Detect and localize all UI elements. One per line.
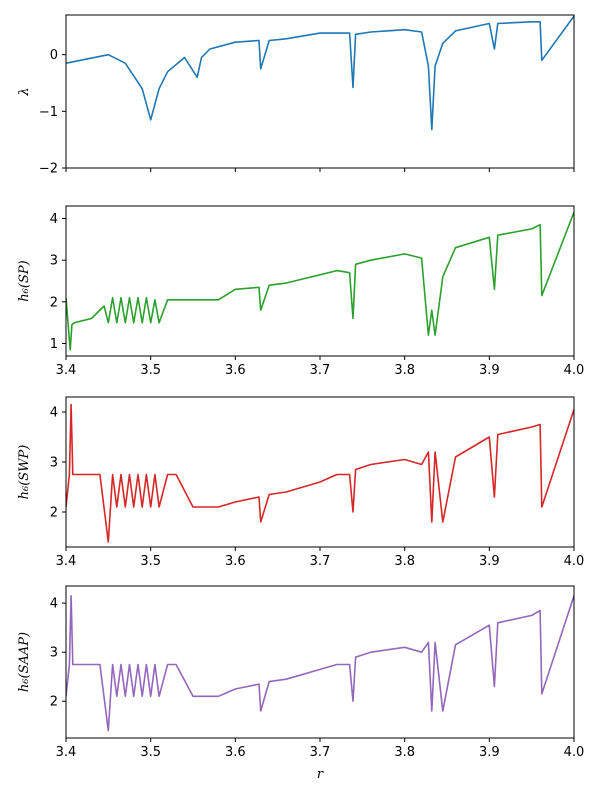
x-tick-label: 4.0: [564, 554, 585, 569]
x-axis-label: r: [317, 767, 324, 782]
y-axis-label: h₆(SWP): [17, 445, 32, 500]
series-line-1: [66, 15, 574, 131]
x-tick-label: 3.9: [479, 363, 500, 378]
x-tick-label: 3.9: [479, 745, 500, 760]
series-line-3: [66, 403, 574, 543]
series-line-4: [66, 594, 574, 732]
x-tick-label: 3.5: [140, 554, 161, 569]
y-tick-label: 1: [50, 337, 58, 352]
x-tick-label: 3.6: [225, 745, 246, 760]
chart-panel-3: 3.4 3.5 3.6 3.7 3.8 3.9 4.0 2 3 4 h₆(SWP): [17, 396, 585, 569]
y-tick-label: −2: [39, 162, 58, 177]
y-axis-label: h₆(SP): [17, 260, 32, 301]
x-tick-label: 3.8: [394, 363, 415, 378]
y-tick-label: 4: [50, 406, 58, 421]
y-tick-label: 3: [50, 646, 58, 661]
x-tick-label: 3.8: [394, 745, 415, 760]
x-tick-label: 3.7: [310, 554, 331, 569]
y-tick-label: 3: [50, 456, 58, 471]
x-tick-label: 3.8: [394, 554, 415, 569]
x-tick-label: 3.6: [225, 554, 246, 569]
y-axis-label: λ: [17, 87, 32, 96]
x-tick-label: 3.4: [56, 554, 77, 569]
x-tick-label: 3.5: [140, 745, 161, 760]
x-tick-label: 3.4: [56, 363, 77, 378]
x-tick-label: 3.9: [479, 554, 500, 569]
series-line-2: [66, 211, 574, 351]
chart-panel-1: −2 −1 0 λ: [17, 14, 575, 177]
x-tick-label: 3.6: [225, 363, 246, 378]
y-tick-label: 4: [50, 597, 58, 612]
y-tick-label: 2: [50, 506, 58, 521]
chart-panel-2: 3.4 3.5 3.6 3.7 3.8 3.9 4.0 1 2 3 4 h₆(SP): [17, 205, 585, 378]
y-tick-label: 4: [50, 212, 58, 227]
axes-frame: [65, 585, 575, 739]
x-tick-label: 4.0: [564, 745, 585, 760]
y-axis-label: h₆(SAAP): [17, 632, 32, 692]
y-tick-label: 0: [50, 48, 58, 63]
x-tick-label: 4.0: [564, 363, 585, 378]
y-tick-label: 2: [50, 295, 58, 310]
x-tick-label: 3.7: [310, 363, 331, 378]
axes-frame: [65, 205, 575, 357]
x-tick-label: 3.4: [56, 745, 77, 760]
chart-panel-4: 3.4 3.5 3.6 3.7 3.8 3.9 4.0 2 3 4 h₆(SAAP) r: [17, 585, 585, 782]
y-tick-label: 3: [50, 254, 58, 269]
axes-frame: [65, 396, 575, 548]
y-tick-label: 2: [50, 695, 58, 710]
x-tick-label: 3.7: [310, 745, 331, 760]
x-tick-label: 3.5: [140, 363, 161, 378]
y-tick-label: −1: [39, 105, 58, 120]
